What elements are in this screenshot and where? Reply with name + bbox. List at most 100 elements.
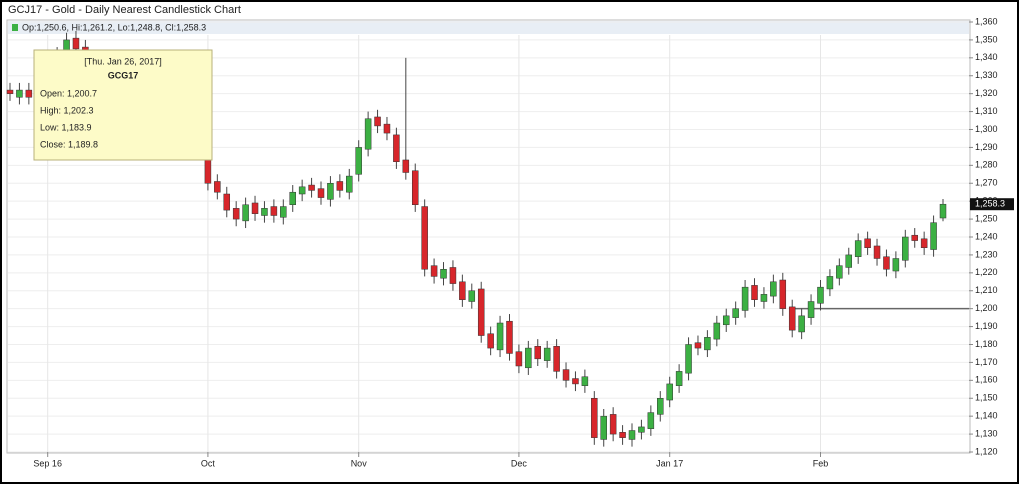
candle-body: [732, 308, 739, 318]
candle-body: [393, 134, 400, 162]
x-tick-label: Oct: [201, 458, 216, 468]
candle-body: [685, 344, 692, 374]
y-tick-label: 1,300: [975, 124, 998, 134]
chart-title: GCJ17 - Gold - Daily Nearest Candlestick…: [8, 4, 241, 16]
candle-body: [242, 204, 249, 222]
y-tick-label: 1,270: [975, 178, 998, 188]
y-tick-label: 1,220: [975, 267, 998, 277]
y-tick-label: 1,180: [975, 339, 998, 349]
x-tick-label: Jan 17: [656, 458, 683, 468]
candle-body: [817, 286, 824, 304]
y-tick-label: 1,130: [975, 428, 998, 438]
candle-body: [374, 116, 381, 127]
candle-body: [327, 183, 334, 200]
x-tick-label: Sep 16: [33, 458, 62, 468]
candle-body: [562, 369, 570, 381]
y-tick-label: 1,330: [975, 70, 998, 80]
y-tick-label: 1,290: [975, 142, 998, 152]
last-price-label: 1,258.3: [975, 199, 1005, 209]
candle-body: [591, 398, 598, 438]
candle-body: [751, 285, 758, 300]
candle-body: [261, 208, 268, 216]
candle-body: [430, 265, 438, 277]
candle-body: [16, 89, 23, 98]
candle-body: [657, 398, 664, 415]
candle-body: [779, 279, 787, 309]
y-tick-label: 1,360: [975, 16, 998, 26]
candle-body: [741, 286, 749, 311]
candle-body: [440, 269, 447, 279]
candle-body: [6, 89, 14, 94]
tooltip-box: [33, 49, 213, 161]
candle-body: [308, 184, 315, 191]
candle-body: [826, 276, 834, 290]
candle-body: [468, 290, 476, 302]
candle-body: [770, 281, 777, 297]
y-tick-label: 1,350: [975, 34, 998, 44]
x-tick-label: Feb: [813, 458, 829, 468]
candle-body: [647, 412, 655, 429]
candle-body: [638, 426, 645, 433]
tooltip-symbol: GCG17: [108, 70, 139, 80]
candle-body: [694, 342, 702, 349]
y-tick-label: 1,250: [975, 213, 998, 223]
candle-body: [280, 206, 287, 218]
candle-body: [920, 238, 928, 249]
candle-body: [864, 238, 871, 249]
candle-body: [873, 245, 881, 259]
candle-body: [543, 347, 551, 361]
candle-body: [628, 430, 636, 440]
candle-body: [459, 281, 466, 300]
candle-body: [214, 181, 221, 193]
tooltip-date: [Thu. Jan 26, 2017]: [84, 56, 162, 66]
legend-bar: [8, 21, 969, 34]
candle-body: [506, 320, 513, 354]
candle-body: [572, 378, 579, 385]
tooltip-line: High: 1,202.3: [40, 105, 94, 115]
candle-body: [666, 383, 673, 401]
candle-body: [364, 118, 372, 150]
candle-body: [911, 234, 918, 241]
tooltip: [Thu. Jan 26, 2017] GCG17 Open: 1,200.7 H…: [33, 49, 213, 161]
y-tick-label: 1,240: [975, 231, 998, 241]
candle-body: [496, 322, 504, 351]
y-tick-label: 1,320: [975, 88, 998, 98]
candle-body: [232, 208, 240, 220]
candle-body: [515, 351, 523, 367]
candle-body: [581, 376, 589, 386]
candle-body: [298, 186, 306, 195]
candle-body: [553, 346, 560, 372]
candle-body: [883, 256, 890, 270]
candle-body: [798, 315, 805, 333]
candle-body: [477, 288, 485, 336]
candle-body: [807, 301, 815, 318]
candle-body: [534, 346, 542, 360]
candle-body: [223, 193, 231, 211]
x-tick-label: Nov: [351, 458, 368, 468]
candle-body: [449, 267, 457, 284]
candle-body: [421, 206, 428, 270]
y-tick-label: 1,280: [975, 160, 998, 170]
legend-swatch: [12, 24, 18, 31]
candle-body: [600, 415, 607, 440]
y-tick-label: 1,210: [975, 285, 998, 295]
legend-text: Op:1,250.6, Hi:1,261.2, Lo:1,248.8, Cl:1…: [22, 22, 206, 32]
candle-body: [525, 347, 532, 369]
candle-body: [722, 315, 730, 326]
x-tick-label: Dec: [511, 458, 528, 468]
candle-body: [317, 188, 325, 198]
candle-body: [609, 414, 617, 435]
candle-body: [892, 258, 900, 272]
tooltip-line: Low: 1,183.9: [40, 122, 92, 132]
candle-body: [270, 206, 278, 216]
candle-body: [939, 203, 947, 219]
candle-body: [902, 236, 909, 261]
candle-body: [487, 333, 494, 349]
candle-body: [383, 123, 391, 134]
y-tick-label: 1,150: [975, 393, 998, 403]
candle-body: [251, 202, 259, 214]
y-tick-label: 1,160: [975, 375, 998, 385]
y-tick-label: 1,170: [975, 357, 998, 367]
y-tick-label: 1,190: [975, 321, 998, 331]
